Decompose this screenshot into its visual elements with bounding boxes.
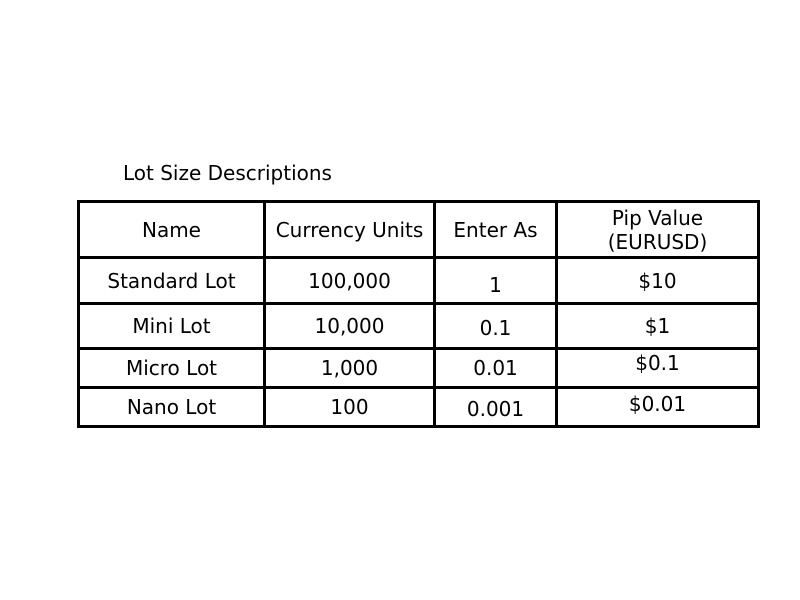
cell-enter-as: 0.01 (433, 347, 558, 389)
cell-name: Nano Lot (77, 386, 266, 428)
cell-currency-units: 10,000 (263, 302, 436, 350)
page-title: Lot Size Descriptions (123, 161, 332, 185)
cell-enter-as: 0.1 (433, 302, 558, 350)
cell-pip-value-text: $0.1 (635, 351, 680, 376)
column-header-name: Name (77, 200, 266, 259)
cell-currency-units: 100,000 (263, 256, 436, 305)
cell-name: Mini Lot (77, 302, 266, 350)
cell-pip-value-text: $0.01 (628, 392, 687, 416)
cell-enter-as: 0.001 (433, 386, 558, 428)
cell-enter-as-value: 1 (489, 272, 502, 297)
cell-currency-units: 1,000 (263, 347, 436, 389)
cell-pip-value: $10 (555, 256, 760, 305)
cell-currency-units: 100 (263, 386, 436, 428)
column-header-currency-units: Currency Units (263, 200, 436, 259)
table-row-standard-lot: Standard Lot 100,000 1 $10 (77, 256, 760, 305)
lot-size-table: Name Currency Units Enter As Pip Value (… (77, 200, 760, 428)
table-row-micro-lot: Micro Lot 1,000 0.01 $0.1 (77, 347, 760, 389)
cell-enter-as-value: 0.001 (466, 397, 525, 421)
cell-pip-value: $1 (555, 302, 760, 350)
table-row-nano-lot: Nano Lot 100 0.001 $0.01 (77, 386, 760, 428)
cell-enter-as-value: 0.1 (479, 316, 512, 340)
cell-pip-value: $0.1 (555, 347, 760, 389)
header-row: Name Currency Units Enter As Pip Value (… (77, 200, 760, 259)
column-header-pip-value: Pip Value (EURUSD) (555, 200, 760, 259)
table-row-mini-lot: Mini Lot 10,000 0.1 $1 (77, 302, 760, 350)
cell-pip-value: $0.01 (555, 386, 760, 428)
cell-name: Standard Lot (77, 256, 266, 305)
column-header-enter-as: Enter As (433, 200, 558, 259)
cell-enter-as: 1 (433, 256, 558, 305)
cell-name: Micro Lot (77, 347, 266, 389)
